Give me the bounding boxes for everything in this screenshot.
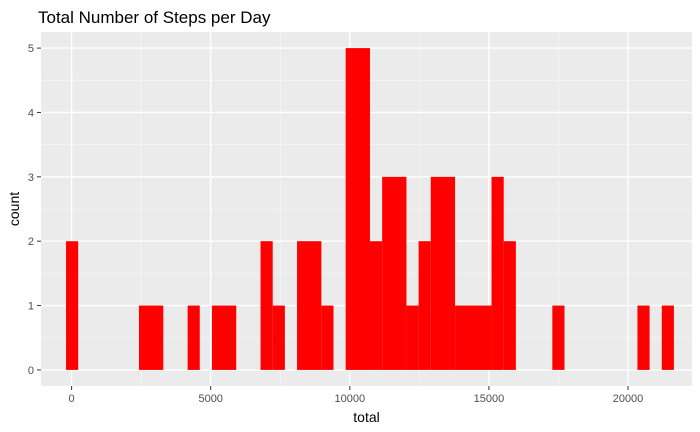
y-tick-label: 3 [28, 172, 34, 184]
histogram-bar [406, 305, 419, 370]
y-tick-label: 1 [28, 301, 34, 313]
histogram-bar [321, 305, 334, 370]
histogram-bar [138, 305, 164, 370]
histogram-bar [382, 176, 407, 370]
histogram-bar [272, 305, 285, 370]
y-axis: 0 1 2 3 4 5 [28, 43, 41, 377]
histogram-bars [66, 48, 674, 370]
y-tick-label: 2 [28, 236, 34, 248]
x-tick-label: 5000 [198, 393, 222, 405]
histogram-bar [345, 48, 370, 370]
histogram-bar [211, 305, 237, 370]
histogram-bar [661, 305, 674, 370]
histogram-bar [297, 241, 322, 370]
x-tick-label: 15000 [474, 393, 505, 405]
histogram-bar [552, 305, 565, 370]
x-tick-label: 20000 [613, 393, 644, 405]
histogram-bar [455, 305, 492, 370]
y-axis-title: count [6, 192, 22, 226]
histogram-bar [260, 241, 273, 370]
histogram-bar [637, 305, 650, 370]
x-axis: 0 5000 10000 15000 20000 [69, 386, 644, 405]
x-tick-label: 0 [69, 393, 75, 405]
x-axis-title: total [353, 409, 379, 425]
x-tick-label: 10000 [335, 393, 366, 405]
y-tick-label: 4 [28, 107, 34, 119]
histogram-bar [369, 241, 383, 370]
histogram-bar [491, 176, 504, 370]
histogram-bar [418, 241, 431, 370]
histogram-bar [66, 241, 79, 370]
y-tick-label: 5 [28, 43, 34, 55]
chart-title: Total Number of Steps per Day [38, 8, 271, 27]
histogram-bar [430, 176, 456, 370]
histogram-bar [503, 241, 516, 370]
histogram-bar [187, 305, 200, 370]
y-tick-label: 0 [28, 365, 34, 377]
